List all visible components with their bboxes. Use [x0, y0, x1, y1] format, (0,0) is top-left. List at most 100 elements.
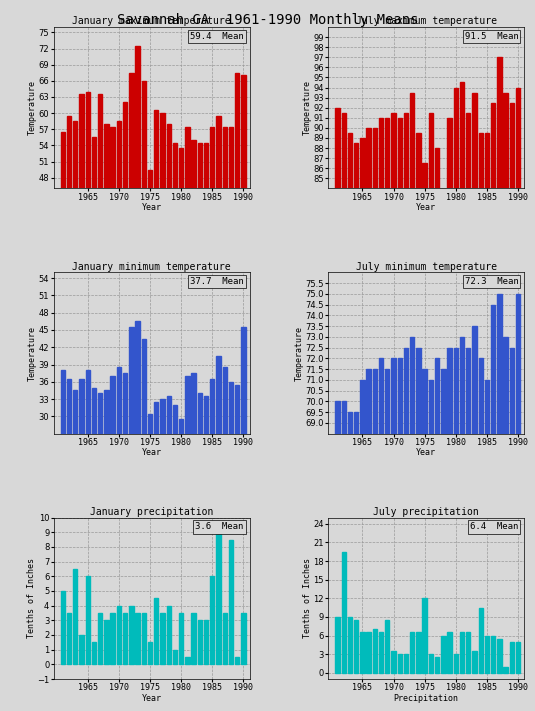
Bar — [466, 348, 470, 711]
Bar — [223, 368, 227, 589]
Bar — [472, 651, 477, 673]
Bar — [117, 121, 121, 436]
Bar — [148, 414, 152, 589]
Bar — [67, 116, 71, 436]
Bar — [73, 121, 78, 436]
Bar — [416, 633, 421, 673]
Bar — [441, 229, 446, 711]
Y-axis label: Temperature: Temperature — [28, 326, 37, 380]
Bar — [79, 379, 83, 589]
Bar — [478, 608, 483, 673]
Bar — [104, 390, 109, 589]
Bar — [335, 107, 340, 711]
Y-axis label: Temperature: Temperature — [303, 80, 312, 135]
Bar — [435, 358, 439, 711]
Bar — [160, 399, 165, 589]
Bar — [92, 642, 96, 664]
Bar — [104, 124, 109, 436]
Bar — [510, 102, 514, 711]
Bar — [86, 92, 90, 436]
Bar — [385, 118, 389, 711]
Bar — [67, 379, 71, 589]
Text: 72.3  Mean: 72.3 Mean — [465, 277, 518, 286]
Bar — [185, 657, 189, 664]
Bar — [472, 326, 477, 711]
Bar — [117, 606, 121, 664]
Bar — [410, 633, 415, 673]
Text: Savannah GA  1961-1990 Monthly Means: Savannah GA 1961-1990 Monthly Means — [117, 13, 418, 27]
Bar — [67, 613, 71, 664]
Bar — [416, 133, 421, 711]
Bar — [516, 642, 520, 673]
Y-axis label: Temperature: Temperature — [28, 80, 37, 135]
Bar — [516, 294, 520, 711]
Bar — [216, 533, 221, 664]
Bar — [60, 591, 65, 664]
Bar — [185, 376, 189, 589]
Bar — [391, 113, 396, 711]
Bar — [166, 124, 171, 436]
Bar — [410, 92, 415, 711]
Bar — [429, 380, 433, 711]
Bar — [148, 169, 152, 436]
Bar — [179, 613, 184, 664]
Bar — [491, 304, 495, 711]
Bar — [454, 348, 458, 711]
Bar — [398, 654, 402, 673]
Bar — [229, 127, 233, 436]
Bar — [98, 393, 102, 589]
Bar — [398, 118, 402, 711]
Bar — [197, 393, 202, 589]
Bar — [173, 405, 177, 589]
Bar — [235, 73, 239, 436]
Bar — [241, 327, 246, 589]
Bar — [123, 373, 127, 589]
Bar — [197, 620, 202, 664]
Bar — [441, 636, 446, 673]
Bar — [341, 113, 346, 711]
Bar — [429, 654, 433, 673]
X-axis label: Year: Year — [142, 693, 162, 702]
Bar — [123, 102, 127, 436]
Bar — [160, 613, 165, 664]
Y-axis label: Temperature: Temperature — [295, 326, 304, 380]
Bar — [354, 412, 358, 711]
Bar — [185, 127, 189, 436]
Bar — [235, 385, 239, 589]
Bar — [516, 87, 520, 711]
Bar — [129, 73, 134, 436]
Bar — [354, 143, 358, 711]
Bar — [173, 650, 177, 664]
Bar — [454, 87, 458, 711]
Bar — [335, 402, 340, 711]
Bar — [135, 321, 140, 589]
Bar — [86, 577, 90, 664]
Bar — [192, 613, 196, 664]
Bar — [204, 620, 208, 664]
X-axis label: Year: Year — [416, 448, 436, 457]
Bar — [404, 654, 408, 673]
Bar — [510, 642, 514, 673]
Bar — [478, 133, 483, 711]
Bar — [73, 390, 78, 589]
Y-axis label: Tenths of Inches: Tenths of Inches — [27, 558, 36, 638]
Bar — [160, 113, 165, 436]
Bar — [341, 552, 346, 673]
Bar — [497, 638, 502, 673]
Y-axis label: Tenths of Inches: Tenths of Inches — [303, 558, 312, 638]
Bar — [472, 92, 477, 711]
Bar — [60, 370, 65, 589]
Bar — [503, 337, 508, 711]
Bar — [491, 102, 495, 711]
Bar — [173, 143, 177, 436]
Bar — [373, 629, 377, 673]
Bar — [79, 95, 83, 436]
Bar — [373, 128, 377, 711]
Bar — [216, 356, 221, 589]
Bar — [423, 369, 427, 711]
Bar — [466, 113, 470, 711]
Bar — [447, 118, 452, 711]
Bar — [460, 337, 464, 711]
Bar — [148, 642, 152, 664]
Bar — [210, 379, 215, 589]
